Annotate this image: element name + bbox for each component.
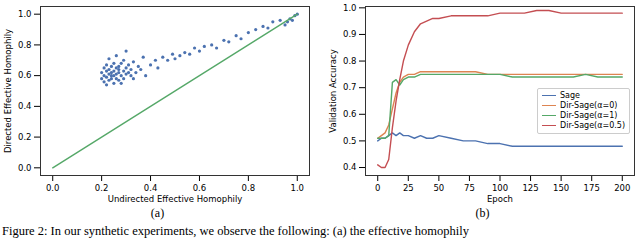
svg-text:0.0: 0.0 [18, 163, 32, 173]
svg-text:100: 100 [492, 183, 508, 193]
svg-text:0.5: 0.5 [343, 136, 357, 146]
svg-text:0.8: 0.8 [343, 56, 357, 66]
svg-text:Undirected Effective Homophily: Undirected Effective Homophily [108, 194, 243, 204]
svg-text:0.9: 0.9 [343, 29, 357, 39]
html-text:Dir-Sage(α=0.5): Dir-Sage(α=0.5) [560, 120, 625, 130]
svg-text:50: 50 [433, 183, 444, 193]
svg-text:0.0: 0.0 [46, 183, 60, 193]
svg-text:0.4: 0.4 [144, 183, 158, 193]
svg-text:0.6: 0.6 [18, 70, 32, 80]
svg-text:25: 25 [403, 183, 414, 193]
svg-text:175: 175 [584, 183, 600, 193]
html-text:(b): (b) [475, 206, 490, 220]
html-text:Sage: Sage [560, 90, 580, 100]
svg-text:0.6: 0.6 [193, 183, 207, 193]
svg-text:0.7: 0.7 [343, 82, 357, 92]
svg-text:0.4: 0.4 [18, 101, 32, 111]
svg-text:0.4: 0.4 [343, 162, 357, 172]
html-text:(a): (a) [150, 206, 165, 220]
html-text:Dir-Sage(α=1): Dir-Sage(α=1) [560, 110, 618, 120]
svg-text:125: 125 [522, 183, 538, 193]
html-text:Dir-Sage(α=0): Dir-Sage(α=0) [560, 100, 618, 110]
svg-text:0.8: 0.8 [242, 183, 256, 193]
svg-text:Directed Effective Homophily: Directed Effective Homophily [3, 29, 13, 153]
svg-text:200: 200 [614, 183, 630, 193]
svg-text:0.6: 0.6 [343, 109, 357, 119]
svg-text:0: 0 [375, 183, 380, 193]
svg-text:150: 150 [553, 183, 569, 193]
svg-text:Validation Accuracy: Validation Accuracy [328, 49, 338, 132]
svg-text:0.2: 0.2 [18, 132, 32, 142]
svg-text:1.0: 1.0 [18, 9, 32, 19]
svg-text:0.2: 0.2 [95, 183, 109, 193]
svg-text:0.8: 0.8 [18, 40, 32, 50]
svg-text:1.0: 1.0 [291, 183, 305, 193]
html-text:Figure 2: In our synthetic exp: Figure 2: In our synthetic experiments, … [2, 224, 469, 238]
svg-text:75: 75 [464, 183, 475, 193]
svg-text:1.0: 1.0 [343, 3, 357, 13]
svg-text:Epoch: Epoch [487, 194, 513, 204]
